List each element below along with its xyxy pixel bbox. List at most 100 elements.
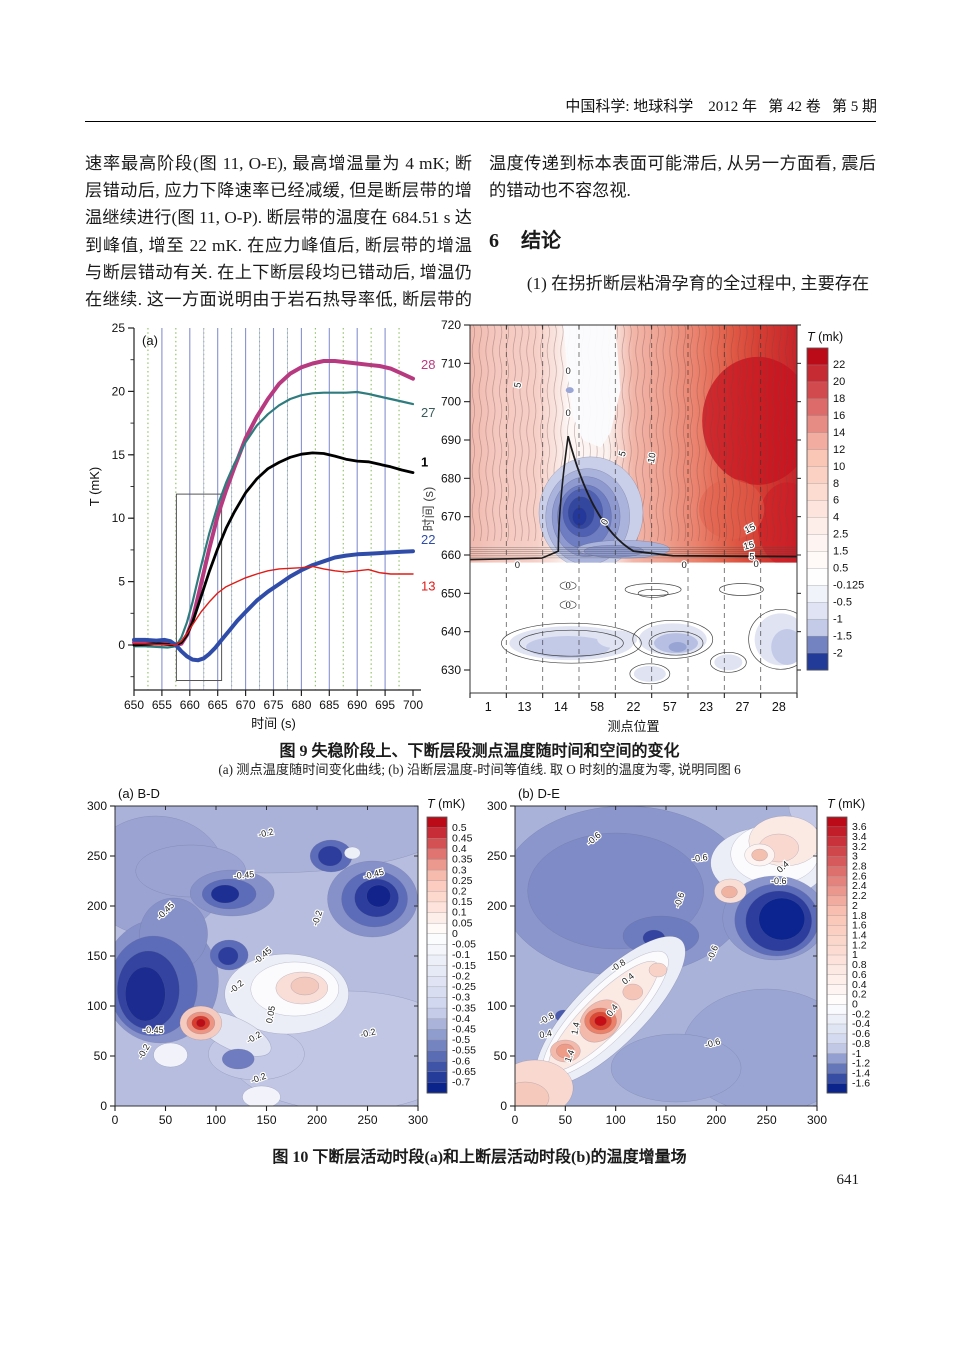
right-text-column: 温度传递到标本表面可能滞后, 从另一方面看, 震后 的错动也不容忽视. 6 结论 (… [489,150,876,297]
svg-text:0: 0 [753,559,758,570]
svg-text:0.4: 0.4 [452,843,467,855]
svg-text:-0.15: -0.15 [452,960,476,972]
svg-text:(a) B-D: (a) B-D [118,788,160,801]
svg-text:57: 57 [663,700,677,714]
right-paragraph: 温度传递到标本表面可能滞后, 从另一方面看, 震后 的错动也不容忽视. [489,150,876,204]
svg-text:1.8: 1.8 [852,910,867,922]
svg-text:0.8: 0.8 [852,959,867,971]
svg-text:0: 0 [565,581,570,592]
svg-text:0.6: 0.6 [852,969,867,981]
page-number: 641 [836,1172,860,1188]
svg-text:650: 650 [124,698,144,712]
svg-text:22: 22 [627,700,641,714]
svg-text:-0.55: -0.55 [452,1045,476,1057]
figure10b-contour-chart: -0.6-0.60.4-0.6-0.6-0.6-0.80.40.4-0.80.4… [487,788,870,1127]
svg-text:1.6: 1.6 [852,920,867,932]
svg-text:3: 3 [852,851,858,863]
section-heading: 6 结论 [489,228,876,255]
svg-text:6: 6 [833,495,839,507]
svg-text:50: 50 [159,1113,173,1127]
svg-text:300: 300 [408,1113,428,1127]
svg-text:12: 12 [833,444,845,456]
svg-text:0.3: 0.3 [452,864,467,876]
svg-text:时间 (s): 时间 (s) [251,716,296,731]
svg-text:(b) D-E: (b) D-E [518,788,560,801]
svg-text:-0.6: -0.6 [852,1028,870,1040]
svg-text:测点位置: 测点位置 [607,719,659,734]
svg-text:14: 14 [833,427,845,439]
svg-text:4: 4 [833,512,839,524]
svg-text:T (mk): T (mk) [807,330,843,344]
svg-text:50: 50 [494,1049,508,1063]
svg-text:700: 700 [441,395,461,409]
svg-text:675: 675 [263,698,283,712]
svg-text:-0.35: -0.35 [452,1002,476,1014]
svg-text:-1.6: -1.6 [852,1077,870,1089]
svg-text:0.05: 0.05 [264,1005,277,1024]
svg-text:时间 (s): 时间 (s) [421,487,436,532]
svg-text:-0.125: -0.125 [833,579,864,591]
svg-text:3.6: 3.6 [852,821,867,833]
svg-text:50: 50 [94,1049,108,1063]
svg-text:0: 0 [112,1113,119,1127]
svg-text:0: 0 [512,1113,519,1127]
svg-text:1: 1 [485,700,492,714]
svg-text:0: 0 [852,998,858,1010]
svg-text:20: 20 [112,384,126,398]
svg-text:58: 58 [590,700,604,714]
svg-text:T (mK): T (mK) [427,797,465,811]
svg-text:(a): (a) [142,333,158,348]
svg-text:-0.45: -0.45 [233,869,254,881]
svg-text:T (mK): T (mK) [827,797,865,811]
svg-text:-0.25: -0.25 [452,981,476,993]
svg-text:2.8: 2.8 [852,860,867,872]
svg-text:10: 10 [646,452,659,464]
svg-text:28: 28 [772,700,786,714]
svg-text:-0.5: -0.5 [452,1034,470,1046]
svg-text:8: 8 [833,478,839,490]
svg-text:710: 710 [441,356,461,370]
svg-text:300: 300 [807,1113,827,1127]
svg-text:1.2: 1.2 [852,939,867,951]
svg-text:670: 670 [441,510,461,524]
svg-text:150: 150 [87,949,107,963]
svg-text:0.35: 0.35 [452,854,473,866]
svg-text:-0.45: -0.45 [143,1025,164,1035]
svg-text:-0.8: -0.8 [852,1038,870,1050]
svg-text:200: 200 [706,1113,726,1127]
svg-text:250: 250 [357,1113,377,1127]
svg-text:0: 0 [452,928,458,940]
svg-text:-0.4: -0.4 [852,1018,870,1030]
svg-text:630: 630 [441,663,461,677]
svg-text:-0.2: -0.2 [852,1008,870,1020]
svg-text:15: 15 [742,539,755,552]
svg-text:150: 150 [256,1113,276,1127]
svg-text:680: 680 [441,471,461,485]
svg-text:660: 660 [180,698,200,712]
svg-text:2.2: 2.2 [852,890,867,902]
svg-text:685: 685 [319,698,339,712]
figure10a-contour-chart: -0.2-0.45-0.45-0.45-0.45-0.2-0.20.05-0.4… [87,788,476,1127]
svg-text:-0.65: -0.65 [452,1066,476,1078]
svg-text:5: 5 [617,450,629,458]
svg-text:670: 670 [236,698,256,712]
svg-text:13: 13 [421,579,435,594]
svg-text:23: 23 [699,700,713,714]
svg-text:-1.5: -1.5 [833,630,852,642]
svg-text:0: 0 [565,408,570,419]
svg-text:22: 22 [421,532,435,547]
svg-text:13: 13 [518,700,532,714]
svg-text:15: 15 [112,448,126,462]
svg-text:0: 0 [682,560,687,571]
svg-text:1.4: 1.4 [852,929,867,941]
svg-text:14: 14 [554,700,568,714]
header-rule [85,121,876,122]
svg-text:650: 650 [441,586,461,600]
svg-text:695: 695 [375,698,395,712]
svg-text:0: 0 [515,560,520,571]
svg-text:0: 0 [565,366,570,377]
svg-text:-0.2: -0.2 [257,827,274,840]
svg-text:2.4: 2.4 [852,880,867,892]
figure10-caption: 图 10 下断层活动时段(a)和上断层活动时段(b)的温度增量场 [272,1149,687,1166]
svg-text:200: 200 [307,1113,327,1127]
